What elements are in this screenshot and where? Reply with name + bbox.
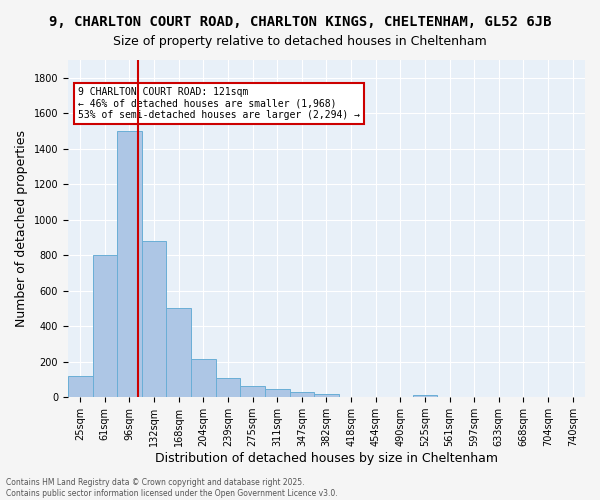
Bar <box>290 392 314 397</box>
Bar <box>191 359 215 397</box>
Bar <box>314 394 339 397</box>
Bar <box>240 386 265 397</box>
Bar <box>265 389 290 397</box>
Bar <box>215 378 240 397</box>
Bar <box>68 376 92 397</box>
Bar <box>166 308 191 397</box>
Text: 9 CHARLTON COURT ROAD: 121sqm
← 46% of detached houses are smaller (1,968)
53% o: 9 CHARLTON COURT ROAD: 121sqm ← 46% of d… <box>78 87 360 120</box>
Text: Size of property relative to detached houses in Cheltenham: Size of property relative to detached ho… <box>113 35 487 48</box>
Text: Contains HM Land Registry data © Crown copyright and database right 2025.
Contai: Contains HM Land Registry data © Crown c… <box>6 478 338 498</box>
Bar <box>117 131 142 397</box>
Bar <box>92 255 117 397</box>
Y-axis label: Number of detached properties: Number of detached properties <box>15 130 28 327</box>
Bar <box>413 394 437 397</box>
X-axis label: Distribution of detached houses by size in Cheltenham: Distribution of detached houses by size … <box>155 452 498 465</box>
Bar <box>142 241 166 397</box>
Text: 9, CHARLTON COURT ROAD, CHARLTON KINGS, CHELTENHAM, GL52 6JB: 9, CHARLTON COURT ROAD, CHARLTON KINGS, … <box>49 15 551 29</box>
